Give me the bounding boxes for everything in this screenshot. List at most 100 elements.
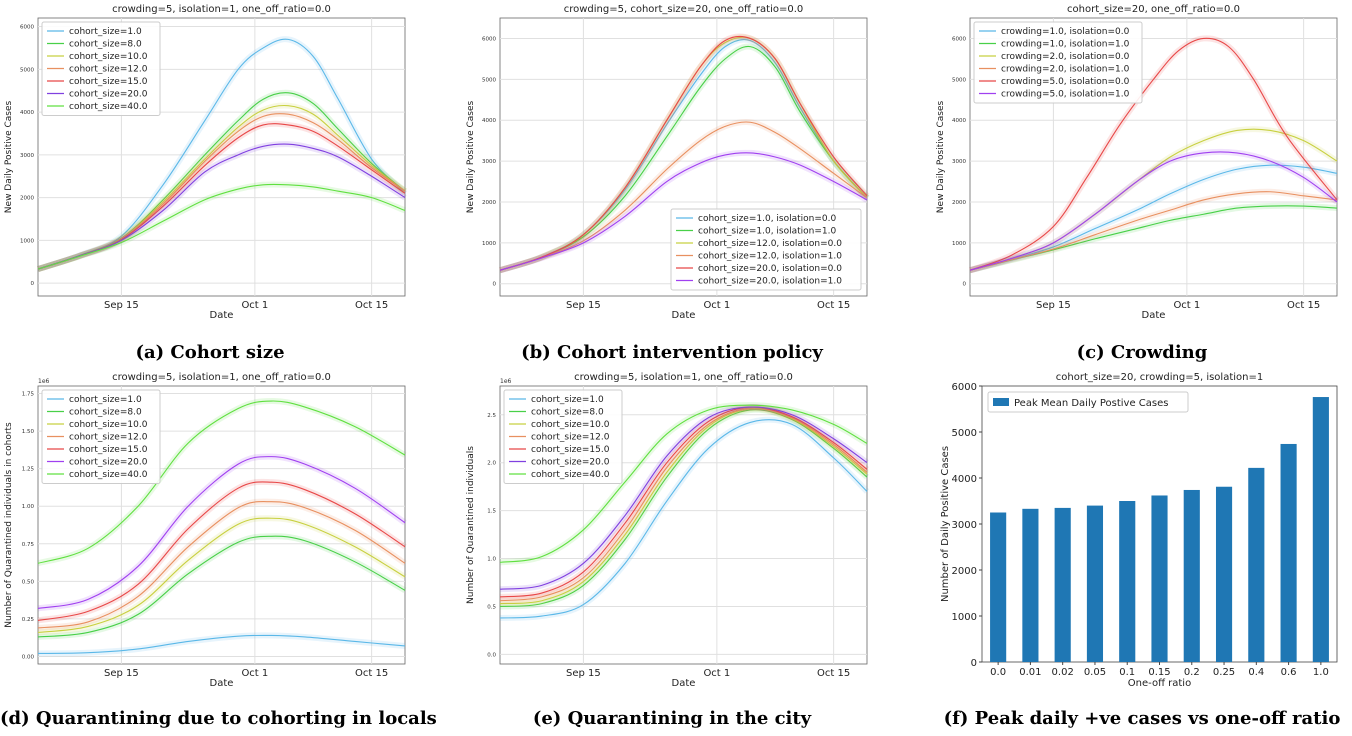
- y-tick-label: 3000: [952, 159, 966, 165]
- series-line-cohort-size-20-0: [37, 456, 406, 609]
- series-line-crowding-2-0-isolation-1-0: [969, 191, 1338, 271]
- caption-f: (f) Peak daily +ve cases vs one-off rati…: [943, 708, 1341, 729]
- y-tick-label: 0.75: [22, 542, 35, 548]
- bar-0-05: [1086, 505, 1104, 662]
- legend-entry: cohort_size=1.0: [69, 27, 142, 37]
- y-tick-label: 6000: [952, 36, 966, 42]
- y-tick-label: 0: [493, 282, 497, 288]
- series-line-cohort-size-40-0: [37, 183, 406, 270]
- y-tick-label: 4000: [482, 118, 496, 124]
- legend-entry: crowding=5.0, isolation=1.0: [1001, 90, 1130, 100]
- bar-0-4: [1248, 467, 1265, 662]
- series-line-crowding-5-0-isolation-1-0: [969, 151, 1338, 271]
- legend-entry: cohort_size=10.0: [69, 52, 148, 62]
- bar-0-25: [1215, 486, 1233, 662]
- y-tick-label: 2000: [20, 196, 34, 202]
- series-line-cohort-size-8-0: [37, 535, 406, 638]
- x-tick-label: 0.0: [990, 667, 1006, 678]
- legend-entry: cohort_size=40.0: [531, 470, 610, 480]
- y-tick-label: 5000: [952, 77, 966, 83]
- bar-0-01: [1022, 508, 1039, 662]
- x-tick-label: 0.4: [1248, 667, 1264, 678]
- bar-0-0: [990, 512, 1007, 662]
- legend-box: [987, 391, 1189, 413]
- x-tick-label: Oct 15: [817, 668, 850, 679]
- series-line-cohort-size-10-0: [499, 408, 868, 605]
- y-tick-label: 4000: [20, 110, 34, 116]
- y-tick-label: 1.75: [22, 392, 35, 398]
- legend: crowding=1.0, isolation=0.0 crowding=1.0,…: [973, 21, 1143, 104]
- y-tick-label: 1000: [952, 612, 977, 623]
- legend-entry: cohort_size=12.0: [531, 433, 610, 443]
- legend-box: [670, 208, 862, 291]
- x-tick-label: Sep 15: [104, 668, 139, 679]
- caption-a: (a) Cohort size: [135, 342, 285, 363]
- y-tick-label: 1000: [20, 238, 34, 244]
- series-line-cohort-size-12-0: [499, 407, 868, 602]
- series-line-cohort-size-20-0-isolation-1-0: [499, 152, 868, 271]
- legend-entry: cohort_size=10.0: [531, 420, 610, 430]
- legend: cohort_size=1.0, isolation=0.0 cohort_siz…: [670, 208, 862, 291]
- legend-entry: cohort_size=20.0: [69, 458, 148, 468]
- x-tick-label: Oct 1: [241, 668, 268, 679]
- x-tick-label: Oct 1: [703, 668, 730, 679]
- y-tick-label: 0: [963, 282, 967, 288]
- bar-0-6: [1280, 443, 1297, 662]
- y-tick-label: 0.25: [22, 617, 35, 623]
- chart-title: crowding=5, cohort_size=20, one_off_rati…: [564, 4, 804, 15]
- y-axis-label: Number of Quarantined individuals in coh…: [4, 422, 14, 628]
- legend-entry: cohort_size=1.0, isolation=1.0: [698, 227, 836, 237]
- legend-entry: cohort_size=1.0: [69, 395, 142, 405]
- x-tick-label: Sep 15: [104, 300, 139, 311]
- y-axis-label: New Daily Positive Cases: [936, 100, 946, 213]
- legend-entry: crowding=2.0, isolation=0.0: [1001, 52, 1130, 62]
- chart-f-peak-vs-one-off: cohort_size=20, crowding=5, isolation=1 0…: [940, 372, 1338, 689]
- legend-entry: crowding=1.0, isolation=1.0: [1001, 40, 1130, 50]
- y-tick-label: 4000: [952, 474, 977, 485]
- caption-b: (b) Cohort intervention policy: [521, 342, 823, 363]
- series-line-cohort-size-15-0: [37, 481, 406, 621]
- legend-entry: crowding=1.0, isolation=0.0: [1001, 27, 1130, 37]
- series-line-crowding-5-0-isolation-0-0: [969, 37, 1338, 271]
- y-tick-label: 2.5: [487, 413, 496, 419]
- y-tick-label: 1000: [482, 241, 496, 247]
- y-tick-label: 1000: [952, 241, 966, 247]
- y-tick-label: 0: [971, 658, 977, 669]
- series-line-cohort-size-12-0: [37, 501, 406, 629]
- chart-title: cohort_size=20, crowding=5, isolation=1: [1056, 372, 1263, 383]
- x-tick-label: 0.1: [1119, 667, 1135, 678]
- y-tick-label: 0.0: [487, 652, 496, 658]
- y-tick-label: 2000: [952, 566, 977, 577]
- y-tick-label: 1.0: [487, 557, 496, 563]
- y-tick-label: 6000: [952, 382, 977, 393]
- x-tick-label: Oct 15: [355, 668, 388, 679]
- series-line-cohort-size-10-0: [37, 517, 406, 633]
- chart-title: crowding=5, isolation=1, one_off_ratio=0…: [112, 4, 331, 15]
- series-line-cohort-size-12-0-isolation-1-0: [499, 121, 868, 271]
- legend-entry: Peak Mean Daily Postive Cases: [1014, 398, 1168, 409]
- series-line-cohort-size-40-0: [37, 400, 406, 564]
- x-tick-label: 0.01: [1019, 667, 1041, 678]
- y-tick-label: 3000: [952, 520, 977, 531]
- x-tick-label: Sep 15: [566, 300, 601, 311]
- x-tick-label: 0.05: [1084, 667, 1106, 678]
- y-tick-label: 6000: [20, 25, 34, 31]
- legend-entry: crowding=5.0, isolation=0.0: [1001, 77, 1130, 87]
- caption-e: (e) Quarantining in the city: [532, 708, 812, 729]
- legend-entry: cohort_size=8.0: [69, 408, 142, 418]
- legend-entry: cohort_size=40.0: [69, 470, 148, 480]
- legend-entry: cohort_size=10.0: [69, 420, 148, 430]
- series-line-cohort-size-20-0-isolation-0-0: [499, 35, 868, 271]
- bar-0-02: [1054, 507, 1071, 662]
- x-tick-label: Oct 15: [1287, 300, 1320, 311]
- x-tick-label: Sep 15: [1036, 300, 1071, 311]
- x-tick-label: 0.02: [1052, 667, 1074, 678]
- legend-entry: cohort_size=20.0, isolation=0.0: [698, 264, 842, 274]
- y-tick-label: 6000: [482, 36, 496, 42]
- y-tick-label: 2000: [952, 200, 966, 206]
- x-axis-label: Date: [210, 678, 234, 689]
- x-tick-label: 0.2: [1184, 667, 1200, 678]
- legend-entry: crowding=2.0, isolation=1.0: [1001, 65, 1130, 75]
- legend-entry: cohort_size=15.0: [69, 445, 148, 455]
- y-tick-label: 3000: [482, 159, 496, 165]
